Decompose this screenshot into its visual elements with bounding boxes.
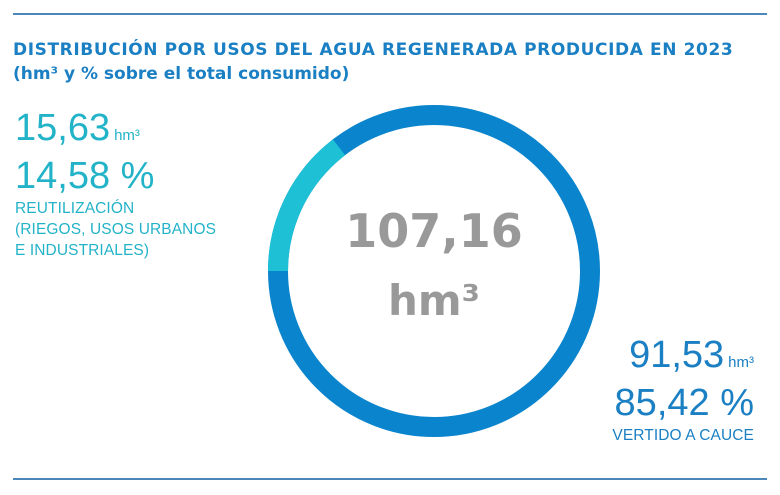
discharge-annotation: 91,53 hm³ 85,42 % VERTIDO A CAUCE xyxy=(612,335,754,446)
reuse-volume: 15,63 hm³ xyxy=(15,108,216,156)
total-unit: hm³ xyxy=(387,276,481,325)
reuse-annotation: 15,63 hm³ 14,58 % REUTILIZACIÓN (RIEGOS, … xyxy=(15,108,216,261)
chart-subtitle: (hm³ y % sobre el total consumido) xyxy=(13,64,350,84)
top-divider xyxy=(13,13,767,15)
donut-segment-reuse xyxy=(268,139,346,272)
reuse-label-line: E INDUSTRIALES) xyxy=(15,242,150,259)
discharge-volume: 91,53 hm³ xyxy=(612,335,754,383)
bottom-divider xyxy=(13,478,767,480)
reuse-label-line: REUTILIZACIÓN xyxy=(15,200,135,217)
total-value: 107,16 xyxy=(345,204,523,258)
reuse-volume-value: 15,63 xyxy=(15,107,111,149)
reuse-label-line: (RIEGOS, USOS URBANOS xyxy=(15,221,217,238)
discharge-label-line: VERTIDO A CAUCE xyxy=(612,427,754,444)
discharge-volume-value: 91,53 xyxy=(629,334,725,376)
discharge-percent: 85,42 % xyxy=(614,382,754,424)
donut-chart xyxy=(268,105,600,437)
reuse-percent: 14,58 % xyxy=(15,155,155,197)
chart-title: DISTRIBUCIÓN POR USOS DEL AGUA REGENERAD… xyxy=(13,40,734,60)
reuse-volume-unit: hm³ xyxy=(114,127,140,144)
discharge-volume-unit: hm³ xyxy=(728,354,754,371)
discharge-label: VERTIDO A CAUCE xyxy=(612,425,754,446)
reuse-label: REUTILIZACIÓN (RIEGOS, USOS URBANOS E IN… xyxy=(15,198,216,261)
